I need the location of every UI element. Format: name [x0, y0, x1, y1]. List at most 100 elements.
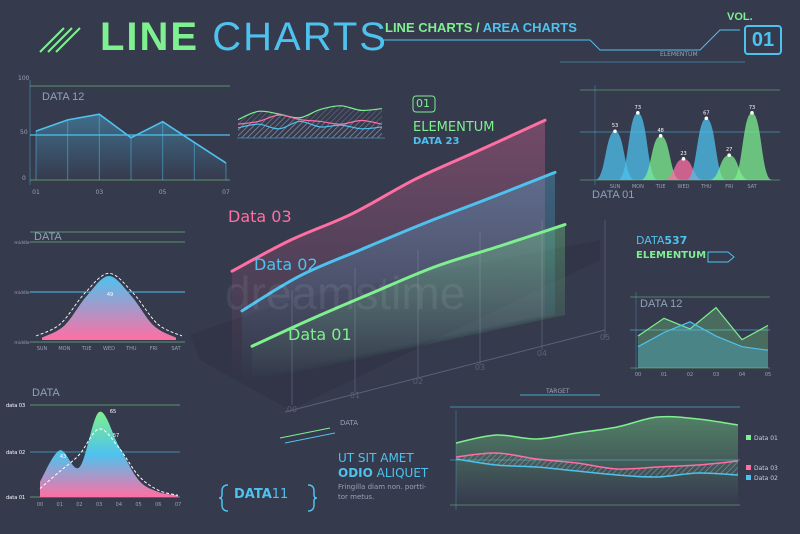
legend-label: Data 01	[754, 435, 778, 442]
x-tick-label: WED	[103, 346, 115, 352]
peak-area	[686, 118, 727, 180]
x-tick-label: SUN	[610, 184, 621, 190]
x-tick-label: 00	[635, 372, 641, 378]
label-data537: DATA537	[636, 235, 687, 246]
series-label: Data 02	[254, 255, 318, 274]
series-line	[455, 458, 739, 478]
peak-value-label: 48	[657, 128, 663, 134]
data537-prefix: DATA	[636, 234, 665, 247]
series-line	[250, 223, 567, 348]
area-hatch	[238, 121, 382, 138]
bell-area	[42, 276, 176, 340]
label-elementum: ELEMENTUM	[413, 120, 495, 135]
x-tick-label: 00	[287, 405, 297, 414]
peak-value-label: 67	[703, 110, 709, 116]
label-data-mid: DATA	[34, 231, 62, 243]
vol-number: 01	[744, 25, 782, 55]
series-line	[637, 306, 769, 341]
y-tick-label: middle	[14, 290, 30, 296]
peak-value-label: 73	[635, 105, 641, 111]
x-tick-label: THU	[125, 346, 137, 352]
x-tick-label: 04	[116, 502, 122, 508]
x-tick-label: 07	[175, 502, 181, 508]
peak-value-label: 27	[726, 147, 732, 153]
legend-swatch	[746, 435, 751, 440]
label-data-center: DATA	[340, 419, 359, 427]
series-line	[455, 452, 739, 470]
lorem-line-2: tor metus.	[338, 493, 375, 501]
x-tick-label: 04	[537, 349, 547, 358]
page-subtitle: LINE CHARTS / AREA CHARTS	[385, 21, 577, 34]
arrow-icon	[707, 251, 735, 263]
peak-value-label: 49	[107, 292, 113, 298]
bell-outline	[35, 272, 183, 337]
series-line	[237, 120, 383, 130]
y-tick-100: 100	[18, 75, 30, 82]
series-line	[637, 321, 769, 351]
x-tick-label: FRI	[725, 184, 733, 190]
x-tick-label: MON	[632, 184, 644, 190]
series-area	[252, 224, 565, 382]
x-tick-label: 05	[159, 189, 167, 196]
label-target: TARGET	[546, 388, 570, 395]
x-tick-label: 03	[96, 189, 104, 196]
dashed-line	[39, 428, 179, 496]
peak-point	[750, 111, 754, 115]
x-tick-label: 01	[661, 372, 667, 378]
label-data-bottom: DATA	[32, 387, 60, 399]
odio-bold: ODIO	[338, 466, 373, 480]
x-tick-label: 02	[76, 502, 82, 508]
x-tick-label: FRI	[150, 346, 158, 352]
peak-value-label: 73	[749, 105, 755, 111]
peak-value-label: 23	[680, 151, 686, 157]
x-tick-label: WED	[678, 184, 690, 190]
series-line	[230, 118, 547, 273]
peak-value-label: 57	[113, 433, 119, 439]
data11-number: 11	[271, 487, 289, 502]
y-tick-0: 0	[22, 175, 26, 182]
subtitle-line: LINE CHARTS /	[385, 20, 480, 35]
x-tick-label: TUE	[81, 346, 92, 352]
series-line	[240, 170, 557, 313]
x-tick-label: 07	[222, 189, 230, 196]
y-tick-label: middle	[14, 340, 30, 346]
title-charts: CHARTS	[212, 15, 388, 59]
x-tick-label: 04	[739, 372, 745, 378]
series-line	[35, 113, 227, 164]
x-tick-label: 02	[413, 377, 423, 386]
band-hatch	[456, 452, 738, 477]
peak-area	[617, 112, 658, 180]
x-tick-label: SUN	[37, 346, 48, 352]
badge-code: 01	[416, 97, 430, 110]
y-tick-label: middle	[14, 240, 30, 246]
label-data11: DATA11	[234, 488, 288, 501]
area-fill	[638, 307, 768, 368]
title-line: LINE	[100, 15, 200, 59]
legend-label: Data 02	[754, 475, 778, 482]
peak-point	[704, 116, 709, 121]
label-data12-top: DATA 12	[42, 91, 85, 103]
label-odio: ODIO ALIQUET	[338, 467, 428, 479]
vol-label: VOL.	[727, 11, 753, 23]
big-area	[40, 411, 178, 497]
legend-swatch	[746, 475, 751, 480]
x-tick-label: 03	[713, 372, 719, 378]
x-tick-label: 02	[687, 372, 693, 378]
data11-brackets	[218, 484, 318, 512]
x-tick-label: 05	[765, 372, 771, 378]
odio-rest: ALIQUET	[376, 466, 429, 480]
peak-point	[681, 157, 686, 161]
lorem-line-1: Fringilla diam non. portti-	[338, 483, 427, 491]
label-data12-right: DATA 12	[640, 298, 683, 310]
label-elementum-right: ELEMENTUM	[636, 250, 707, 261]
peak-value-label: 65	[110, 409, 116, 415]
series-label: Data 03	[228, 207, 292, 226]
page-title: LINE CHARTS	[100, 17, 388, 57]
header-rule	[380, 29, 740, 51]
elementum-tag: ELEMENTUM	[660, 51, 698, 58]
y-tick-label: data 03	[6, 403, 25, 409]
peak-point	[613, 129, 617, 134]
badge-01	[412, 95, 436, 113]
series-line	[237, 105, 383, 121]
